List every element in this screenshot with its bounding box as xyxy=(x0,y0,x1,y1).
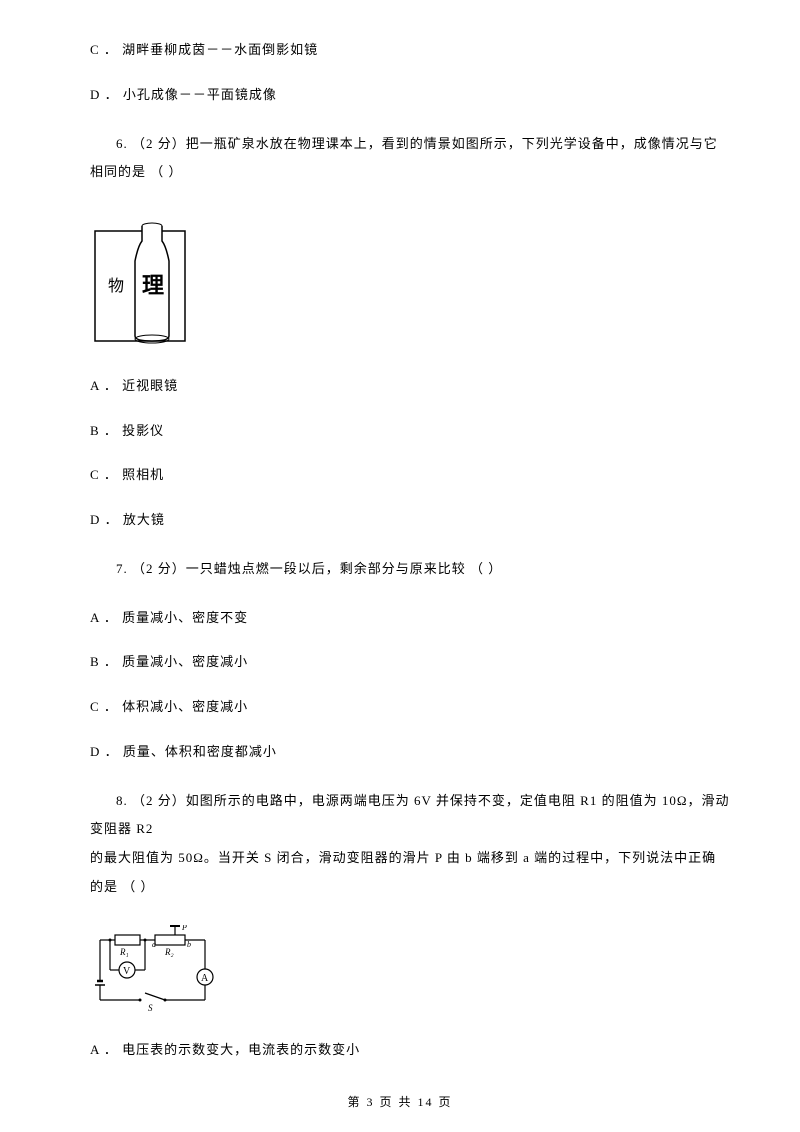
q8-line2: 的最大阻值为 50Ω。当开关 S 闭合，滑动变阻器的滑片 P 由 b 端移到 a… xyxy=(90,844,730,901)
svg-text:a: a xyxy=(152,940,156,949)
svg-text:S: S xyxy=(148,1003,153,1013)
svg-text:b: b xyxy=(187,940,191,949)
question-6: 6. （2 分）把一瓶矿泉水放在物理课本上，看到的情景如图所示，下列光学设备中，… xyxy=(90,130,730,187)
q6-option-c: C ． 照相机 xyxy=(90,465,730,486)
question-7: 7. （2 分）一只蜡烛点燃一段以后，剩余部分与原来比较 （ ） xyxy=(90,555,730,584)
q8-option-a: A ． 电压表的示数变大，电流表的示数变小 xyxy=(90,1040,730,1061)
svg-text:R₂: R₂ xyxy=(164,947,174,957)
svg-text:P: P xyxy=(181,925,187,932)
q7-option-c: C ． 体积减小、密度减小 xyxy=(90,697,730,718)
circuit-svg: R₁ R₂ a b P A S V xyxy=(90,925,230,1015)
svg-text:A: A xyxy=(201,973,209,984)
q7-option-b: B ． 质量减小、密度减小 xyxy=(90,652,730,673)
figure-bottle: 物 理 xyxy=(90,211,200,351)
q6-option-d: D ． 放大镜 xyxy=(90,510,730,531)
q6-option-b: B ． 投影仪 xyxy=(90,421,730,442)
q7-option-a: A ． 质量减小、密度不变 xyxy=(90,608,730,629)
svg-text:R₁: R₁ xyxy=(119,947,129,957)
q7-option-d: D ． 质量、体积和密度都减小 xyxy=(90,742,730,763)
option-c-top: C ． 湖畔垂柳成茵－－水面倒影如镜 xyxy=(90,40,730,61)
q8-line1: 8. （2 分）如图所示的电路中，电源两端电压为 6V 并保持不变，定值电阻 R… xyxy=(90,787,730,844)
question-8: 8. （2 分）如图所示的电路中，电源两端电压为 6V 并保持不变，定值电阻 R… xyxy=(90,787,730,901)
svg-text:V: V xyxy=(123,966,131,977)
figure-circuit: R₁ R₂ a b P A S V xyxy=(90,925,230,1015)
page-footer: 第 3 页 共 14 页 xyxy=(0,1093,800,1112)
svg-text:物: 物 xyxy=(108,277,124,295)
q6-option-a: A ． 近视眼镜 xyxy=(90,376,730,397)
bottle-svg: 物 理 xyxy=(90,211,200,351)
svg-text:理: 理 xyxy=(142,273,164,298)
option-d-top: D ． 小孔成像－－平面镜成像 xyxy=(90,85,730,106)
